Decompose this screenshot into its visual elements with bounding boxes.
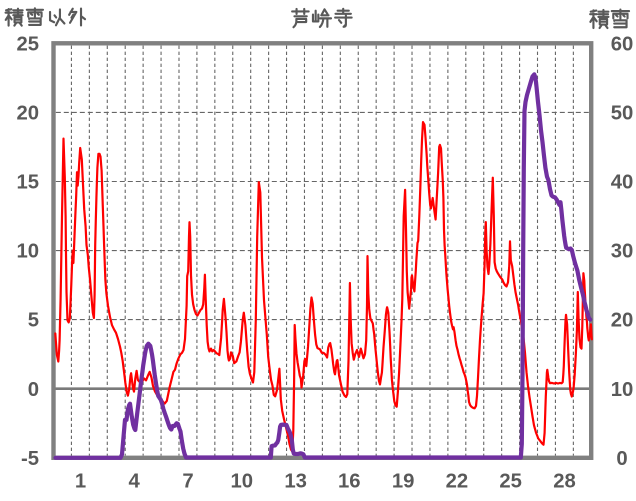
svg-text:0: 0 <box>616 448 627 470</box>
svg-text:50: 50 <box>611 103 634 125</box>
svg-text:22: 22 <box>446 471 469 493</box>
svg-text:25: 25 <box>16 33 39 55</box>
svg-text:15: 15 <box>16 172 39 194</box>
svg-text:19: 19 <box>392 471 415 493</box>
svg-text:10: 10 <box>16 241 39 263</box>
svg-text:28: 28 <box>553 471 576 493</box>
svg-text:5: 5 <box>28 310 39 332</box>
svg-text:60: 60 <box>611 33 634 55</box>
svg-text:30: 30 <box>611 241 634 263</box>
svg-text:1: 1 <box>75 471 86 493</box>
svg-text:20: 20 <box>16 103 39 125</box>
svg-text:7: 7 <box>182 471 193 493</box>
svg-text:40: 40 <box>611 172 634 194</box>
svg-text:4: 4 <box>129 471 141 493</box>
svg-text:20: 20 <box>611 310 634 332</box>
svg-text:10: 10 <box>231 471 254 493</box>
svg-text:25: 25 <box>499 471 522 493</box>
svg-text:-5: -5 <box>21 448 39 470</box>
svg-text:10: 10 <box>611 379 634 401</box>
svg-text:13: 13 <box>284 471 307 493</box>
svg-text:0: 0 <box>28 379 39 401</box>
svg-text:16: 16 <box>338 471 361 493</box>
